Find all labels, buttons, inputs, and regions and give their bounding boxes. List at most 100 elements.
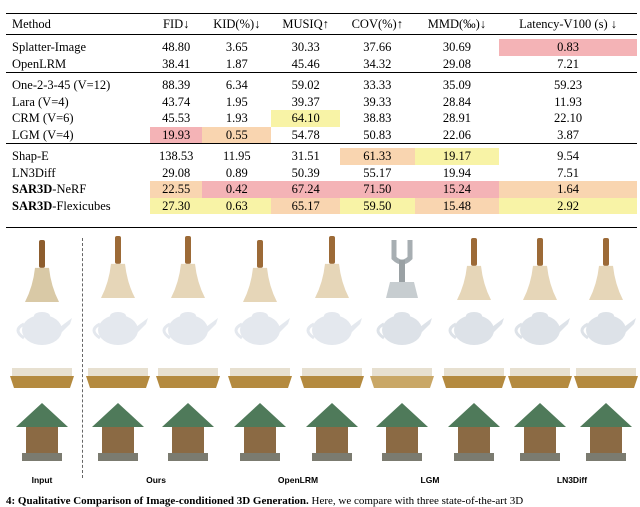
value-cell: 54.78 [291, 127, 320, 142]
tray-side [86, 376, 150, 388]
teapot-spout [206, 318, 218, 334]
value-cell: 59.50 [339, 197, 415, 214]
shrine-body [172, 427, 204, 453]
tray-side [300, 376, 364, 388]
bell-body [523, 265, 557, 300]
table-row: LGM (V=4) 19.93 0.55 54.78 50.83 22.06 3.87 [6, 126, 637, 144]
shrine-roof [306, 403, 358, 427]
value-cell: 30.69 [442, 40, 471, 55]
caption-bold: 4: Qualitative Comparison of Image-condi… [6, 495, 309, 507]
tray-side [228, 376, 292, 388]
method-bold: SAR3D [12, 182, 53, 197]
label-ours: Ours [146, 475, 166, 485]
teapot-body [22, 315, 62, 345]
table-row: CRM (V=6) 45.53 1.93 64.10 38.83 28.91 22.10 [6, 110, 637, 127]
value-cell: 29.08 [442, 56, 471, 71]
table-row: OpenLRM 38.41 1.87 45.46 34.32 29.08 7.21 [6, 56, 637, 73]
table-bottom-rule [6, 227, 637, 229]
teapot-body [382, 315, 422, 345]
tray-side [10, 376, 74, 388]
teapot-lid [34, 312, 50, 320]
value-cell: 43.74 [162, 94, 191, 109]
shrine-roof [162, 403, 214, 427]
teapot-handle [580, 322, 589, 340]
teapot-lid [324, 312, 340, 320]
method-name: CRM (V=6) [12, 111, 74, 126]
teapot-handle [376, 322, 385, 340]
teapot-handle [306, 322, 315, 340]
bell-handle [603, 238, 609, 266]
tray-side [508, 376, 572, 388]
value-cell: 7.21 [557, 56, 579, 71]
bell-handle [329, 236, 335, 264]
value-cell: 11.95 [222, 149, 251, 164]
teapot-lid [598, 312, 614, 320]
value-cell: 0.63 [202, 197, 272, 214]
shrine-roof [16, 403, 68, 427]
value-cell: 1.87 [225, 56, 248, 71]
table-row: SAR3D-Flexicubes 27.30 0.63 65.17 59.50 15.48… [6, 197, 637, 215]
value-cell: 29.08 [162, 165, 191, 180]
value-cell: 30.33 [291, 40, 320, 55]
method-name: Lara (V=4) [12, 94, 69, 109]
header-cell: KID(%)↓ [213, 17, 261, 31]
header-cell: Method [12, 17, 51, 31]
header-cell: MMD(‰)↓ [427, 17, 487, 31]
shrine-roof [448, 403, 500, 427]
table-row: LN3Diff 29.08 0.89 50.39 55.17 19.94 7.51 [6, 165, 637, 182]
teapot-body [312, 315, 352, 345]
value-cell: 22.06 [442, 127, 471, 142]
method-cell: LN3Diff [6, 165, 150, 182]
teapot-lid [110, 312, 126, 320]
shrine-body [316, 427, 348, 453]
value-cell: 35.09 [442, 78, 471, 93]
table-row: Splatter-Image 48.80 3.65 30.33 37.66 30.69 0.… [6, 39, 637, 56]
bell-body [171, 263, 205, 298]
value-cell: 64.10 [271, 110, 340, 127]
teapot-body [586, 315, 626, 345]
tray-top [510, 368, 570, 376]
teapot-body [168, 315, 208, 345]
value-cell: 48.80 [162, 40, 191, 55]
caption-text: Here, we compare with three state-of-the… [308, 495, 524, 507]
method-cell: Shap-E [6, 148, 150, 165]
value-cell: 55.17 [363, 165, 392, 180]
tray-side [574, 376, 638, 388]
method-cell: SAR3D-NeRF [6, 181, 150, 198]
teapot-lid [466, 312, 482, 320]
teapot-spout [350, 318, 362, 334]
teapot-handle [92, 322, 101, 340]
method-name: -Flexicubes [52, 198, 111, 213]
table-top-rule [6, 13, 637, 15]
shrine-base [312, 453, 352, 461]
value-cell: 9.54 [557, 149, 579, 164]
teapot-spout [420, 318, 432, 334]
value-cell: 1.64 [499, 181, 637, 198]
value-cell: 6.34 [225, 78, 248, 93]
shrine-base [168, 453, 208, 461]
value-cell: 67.24 [271, 181, 340, 198]
value-cell: 65.17 [271, 197, 340, 214]
figure-caption: 4: Qualitative Comparison of Image-condi… [6, 495, 640, 507]
teapot-lid [252, 312, 268, 320]
method-cell: SAR3D-Flexicubes [6, 198, 150, 215]
method-cell: One-2-3-45 (V=12) [6, 77, 150, 94]
input-separator [82, 238, 83, 478]
fork-stem [399, 260, 405, 282]
tray-side [156, 376, 220, 388]
bell-handle [257, 240, 263, 268]
value-cell: 0.89 [225, 165, 248, 180]
method-cell: CRM (V=6) [6, 110, 150, 127]
value-cell: 33.33 [363, 78, 392, 93]
value-cell: 19.94 [442, 165, 471, 180]
bell-body [457, 265, 491, 300]
value-cell: 71.50 [339, 181, 415, 198]
teapot-spout [492, 318, 504, 334]
teapot-handle [234, 322, 243, 340]
bell-handle [115, 236, 121, 264]
value-cell: 11.93 [554, 94, 582, 109]
shrine-roof [376, 403, 428, 427]
bell-body [589, 265, 623, 300]
value-cell: 1.93 [225, 111, 248, 126]
